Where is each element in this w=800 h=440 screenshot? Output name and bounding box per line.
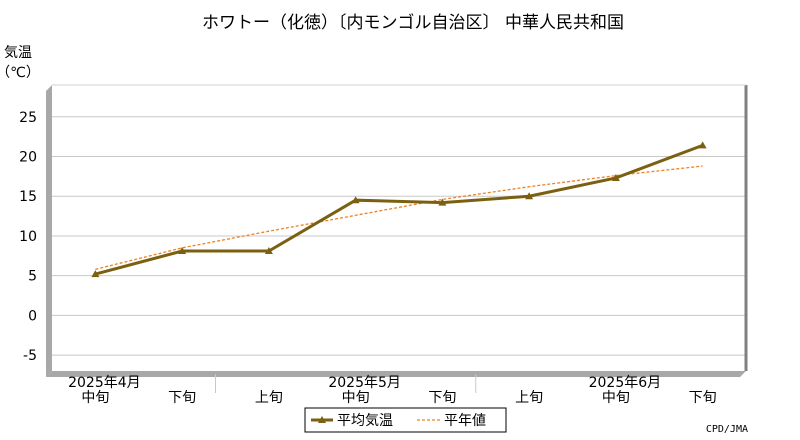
x-axis-labels: 中旬 下旬 上旬 中旬 下旬 上旬 中旬 下旬 2025年4月 2025年5月 2025年6月 [68, 374, 717, 406]
x-tick-label: 中旬 [81, 390, 109, 406]
legend-box [304, 407, 507, 433]
x-tick-label: 上旬 [255, 390, 283, 406]
series-line-avg [94, 143, 704, 276]
left-wall [46, 85, 52, 377]
x-tick-label: 下旬 [168, 390, 196, 406]
floor [46, 371, 746, 377]
data-point-avg [438, 198, 447, 206]
data-point-avg [351, 196, 360, 204]
y-axis-unit: （℃） [0, 65, 40, 81]
x-tick-label: 中旬 [342, 390, 370, 406]
gridlines [52, 116, 746, 356]
series-layer [91, 141, 707, 278]
data-point-avg [178, 247, 187, 255]
x-tick-label: 上旬 [515, 390, 543, 406]
y-tick-labels: -5 0 5 10 15 20 25 [19, 110, 37, 364]
data-point-avg [611, 173, 620, 181]
x-tick-label: 下旬 [428, 390, 456, 406]
data-point-avg [525, 192, 534, 200]
y-tick-label: -5 [23, 348, 37, 364]
legend-marker-avg [318, 416, 326, 423]
plot-area [52, 85, 746, 371]
legend: 平均気温 平年値 [304, 407, 507, 433]
data-point-avg [264, 247, 273, 255]
x-tick-label: 下旬 [689, 390, 717, 406]
y-tick-label: 25 [19, 110, 37, 126]
credit-text: CPD/JMA [706, 424, 748, 435]
data-point-avg [91, 270, 100, 278]
y-tick-label: 20 [19, 150, 37, 166]
x-tick-label: 中旬 [602, 390, 630, 406]
x-month-label: 2025年6月 [589, 375, 662, 391]
chart-title: ホワトー（化徳）〔内モンゴル自治区〕 中華人民共和国 [202, 12, 624, 33]
y-axis-label: 気温 [4, 45, 32, 61]
x-month-label: 2025年5月 [328, 375, 401, 391]
y-tick-label: 15 [19, 189, 37, 205]
data-point-avg [698, 141, 707, 149]
y-tick-label: 10 [19, 229, 37, 245]
y-tick-label: 0 [28, 308, 37, 324]
legend-label-avg: 平均気温 [337, 413, 393, 429]
x-month-label: 2025年4月 [68, 375, 141, 391]
legend-label-normal: 平年値 [444, 413, 486, 429]
y-tick-label: 5 [28, 269, 37, 285]
